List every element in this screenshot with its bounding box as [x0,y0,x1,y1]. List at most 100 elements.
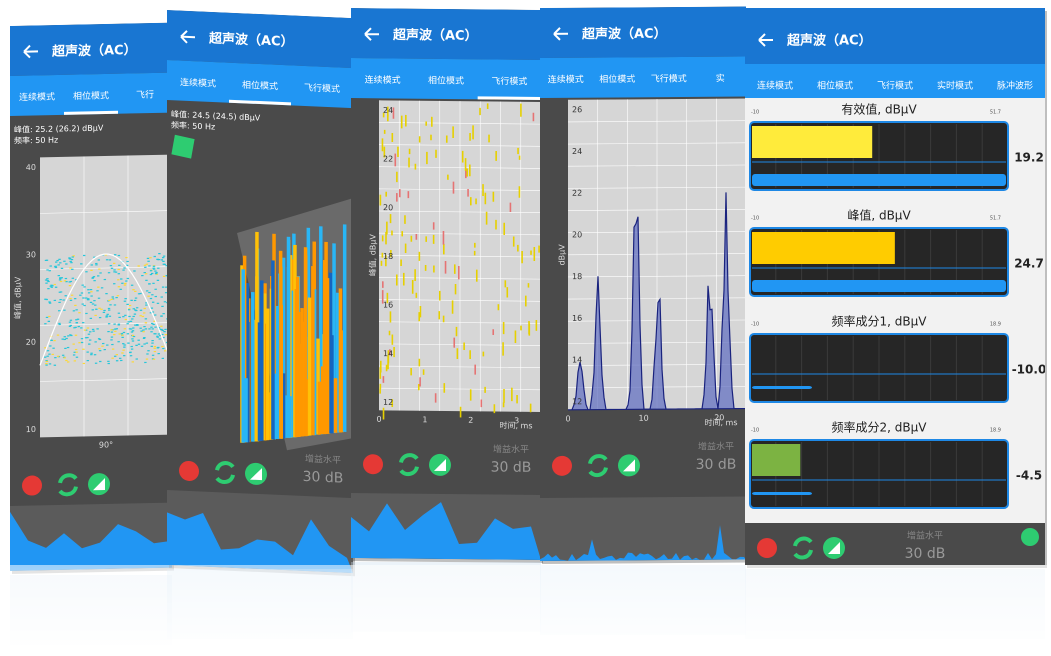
phase-dot [149,257,152,259]
tab-label: 飞行模式 [491,75,527,87]
phase-dot [86,359,89,362]
3d-bar [257,322,262,442]
phase-dot [151,354,155,356]
pulse-dash [386,292,389,304]
pulse-dash [408,148,411,155]
phase-dot [143,312,146,314]
phase-dot [80,292,84,294]
tab-label: 实时模式 [937,80,973,92]
phase-dot [89,301,93,304]
pulse-dash [390,250,392,258]
phase-dot [113,269,116,271]
tab-label: 飞行 [136,88,154,100]
meter-bar [752,126,873,158]
pulse-dash [520,103,522,117]
phase-dot [96,290,99,292]
phase-dot [152,268,156,270]
phase-dot [133,299,137,302]
3d-bar [303,247,308,437]
phase-dot [107,307,111,310]
phase-dot [162,313,165,315]
grid-line [379,321,541,324]
phase-dot [47,320,51,323]
pulse-dash [452,126,454,139]
phase-dot [105,315,109,317]
pulse-dash [382,407,385,420]
phase-dot [48,270,51,272]
phase-dot [69,319,73,321]
meter-peak-bar [752,174,1006,186]
phase-dot [55,261,58,263]
phase-dot [94,362,98,364]
phase-dot [63,338,66,341]
phase-dot [75,309,78,311]
phase-dot [122,355,126,357]
phase-dot [117,312,121,314]
phase-dot [99,360,102,363]
phase-dot [102,342,105,345]
phase-dot [106,344,109,346]
phase-dot [118,264,121,266]
pulse-dash [396,193,398,202]
phase-dot [162,255,166,257]
phase-dot [74,326,77,328]
3d-bar [254,331,258,442]
phase-dot [101,345,104,347]
pulse-dash [469,164,471,177]
phase-dot [94,304,97,306]
phase-dot [123,328,127,330]
pulse-dash [387,350,390,364]
phase-dot [125,256,128,259]
pulse-dash [482,351,485,357]
pulse-dash [479,107,481,116]
phase-dot [131,361,134,363]
record-button [363,454,383,475]
grid-line [568,186,746,189]
phase-dot [123,346,126,348]
phase-dot [53,283,56,286]
phase-dot [90,352,93,354]
phase-dot [74,348,78,351]
pulse-dash [492,329,495,335]
pulse-dash [394,153,397,167]
pulse-dash [405,114,407,127]
pulse-dash [418,251,421,261]
phase-dot [121,336,124,338]
tab-label: 相位模式 [817,80,853,92]
phase-dot [157,267,160,269]
phase-dot [147,350,150,352]
phase-dot [98,350,102,352]
meter-label: 频率成分2, dBμV [832,420,928,435]
phase-dot [107,272,111,274]
x-tick-label: 0 [565,414,570,423]
phase-dot [119,288,122,290]
phase-dot [95,262,98,265]
phase-dot [153,255,156,258]
phase-dot [58,291,62,293]
phase-dot [77,325,80,328]
phase-dot [161,257,165,259]
phase-dot [157,352,160,355]
phase-dot [143,271,146,274]
refresh-button [588,454,608,478]
pulse-dash [407,191,410,199]
phase-dot [113,323,116,325]
pulse-dash [464,158,467,171]
phase-dot [72,255,75,257]
phase-dot [146,257,150,260]
phase-dot [46,278,49,280]
phase-dot [158,252,161,255]
phase-dot [161,286,165,288]
pulse-dash [454,283,457,295]
phase-dot [154,270,157,272]
x-tick-label: 10 [639,414,649,423]
3d-bar [251,292,255,442]
pulse-dash [404,215,406,224]
phase-dot [63,280,67,282]
phase-dot [140,345,144,347]
phase-dot [152,323,155,326]
tab-bar [10,72,172,116]
pulse-dash [434,393,437,403]
pulse-dash [422,369,425,375]
phase-dot [145,290,149,292]
